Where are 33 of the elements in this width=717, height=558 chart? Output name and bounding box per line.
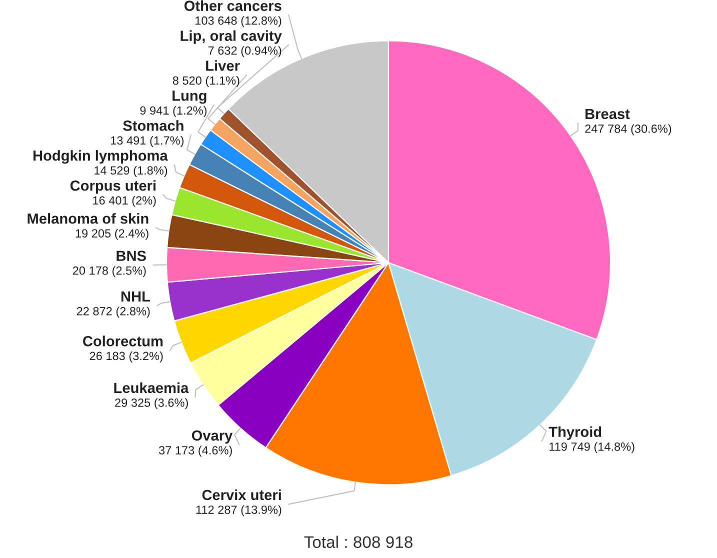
data-label: 22 872 (2.8%): [76, 306, 150, 318]
slice-label: Hodgkin lymphoma: [33, 150, 168, 164]
slice-label: Cervix uteri: [202, 489, 281, 500]
data-label: 103 648 (12.8%): [196, 16, 282, 28]
slice-label: Other cancers: [184, 0, 282, 12]
slice-label: Breast: [586, 108, 630, 120]
data-label: 16 401 (2%): [93, 196, 156, 207]
data-label: 119 749 (14.8%): [550, 442, 634, 454]
slice-label: Liver: [206, 60, 240, 71]
data-label: 26 183 (3.2%): [90, 351, 163, 362]
data-label: 19 205 (2.4%): [76, 228, 148, 240]
slice-label: Lip, oral cavity: [180, 30, 282, 44]
data-label: 8 520 (1.1%): [172, 76, 240, 88]
slice-label: Thyroid: [548, 426, 602, 440]
slice-label: Corpus uteri: [70, 180, 156, 194]
slice-label: Leukaemia: [114, 382, 189, 394]
data-label: 247 784 (30.6%): [585, 124, 672, 136]
data-label: 112 287 (13.9%): [196, 505, 282, 516]
data-label: 29 325 (3.6%): [115, 398, 188, 410]
slice-label: Ovary: [192, 430, 233, 444]
slice-label: Lung: [172, 90, 206, 104]
slice-label: BNS: [116, 250, 146, 262]
data-label: 37 173 (4.6%): [158, 446, 232, 457]
data-label: 9 941 (1.2%): [140, 106, 207, 118]
data-label: 20 178 (2.5%): [72, 266, 146, 278]
slice-label: Melanoma of skin: [28, 213, 148, 224]
slice-label: Colorectum: [83, 336, 163, 346]
data-label: 14 529 (1.8%): [94, 166, 168, 177]
text: Total : 808 918: [304, 536, 412, 548]
data-label: 13 491 (1.7%): [110, 136, 184, 147]
data-label: 7 632 (0.94%): [208, 46, 282, 58]
slice-label: NHL: [121, 291, 150, 302]
slice-label: Stomach: [123, 120, 184, 131]
